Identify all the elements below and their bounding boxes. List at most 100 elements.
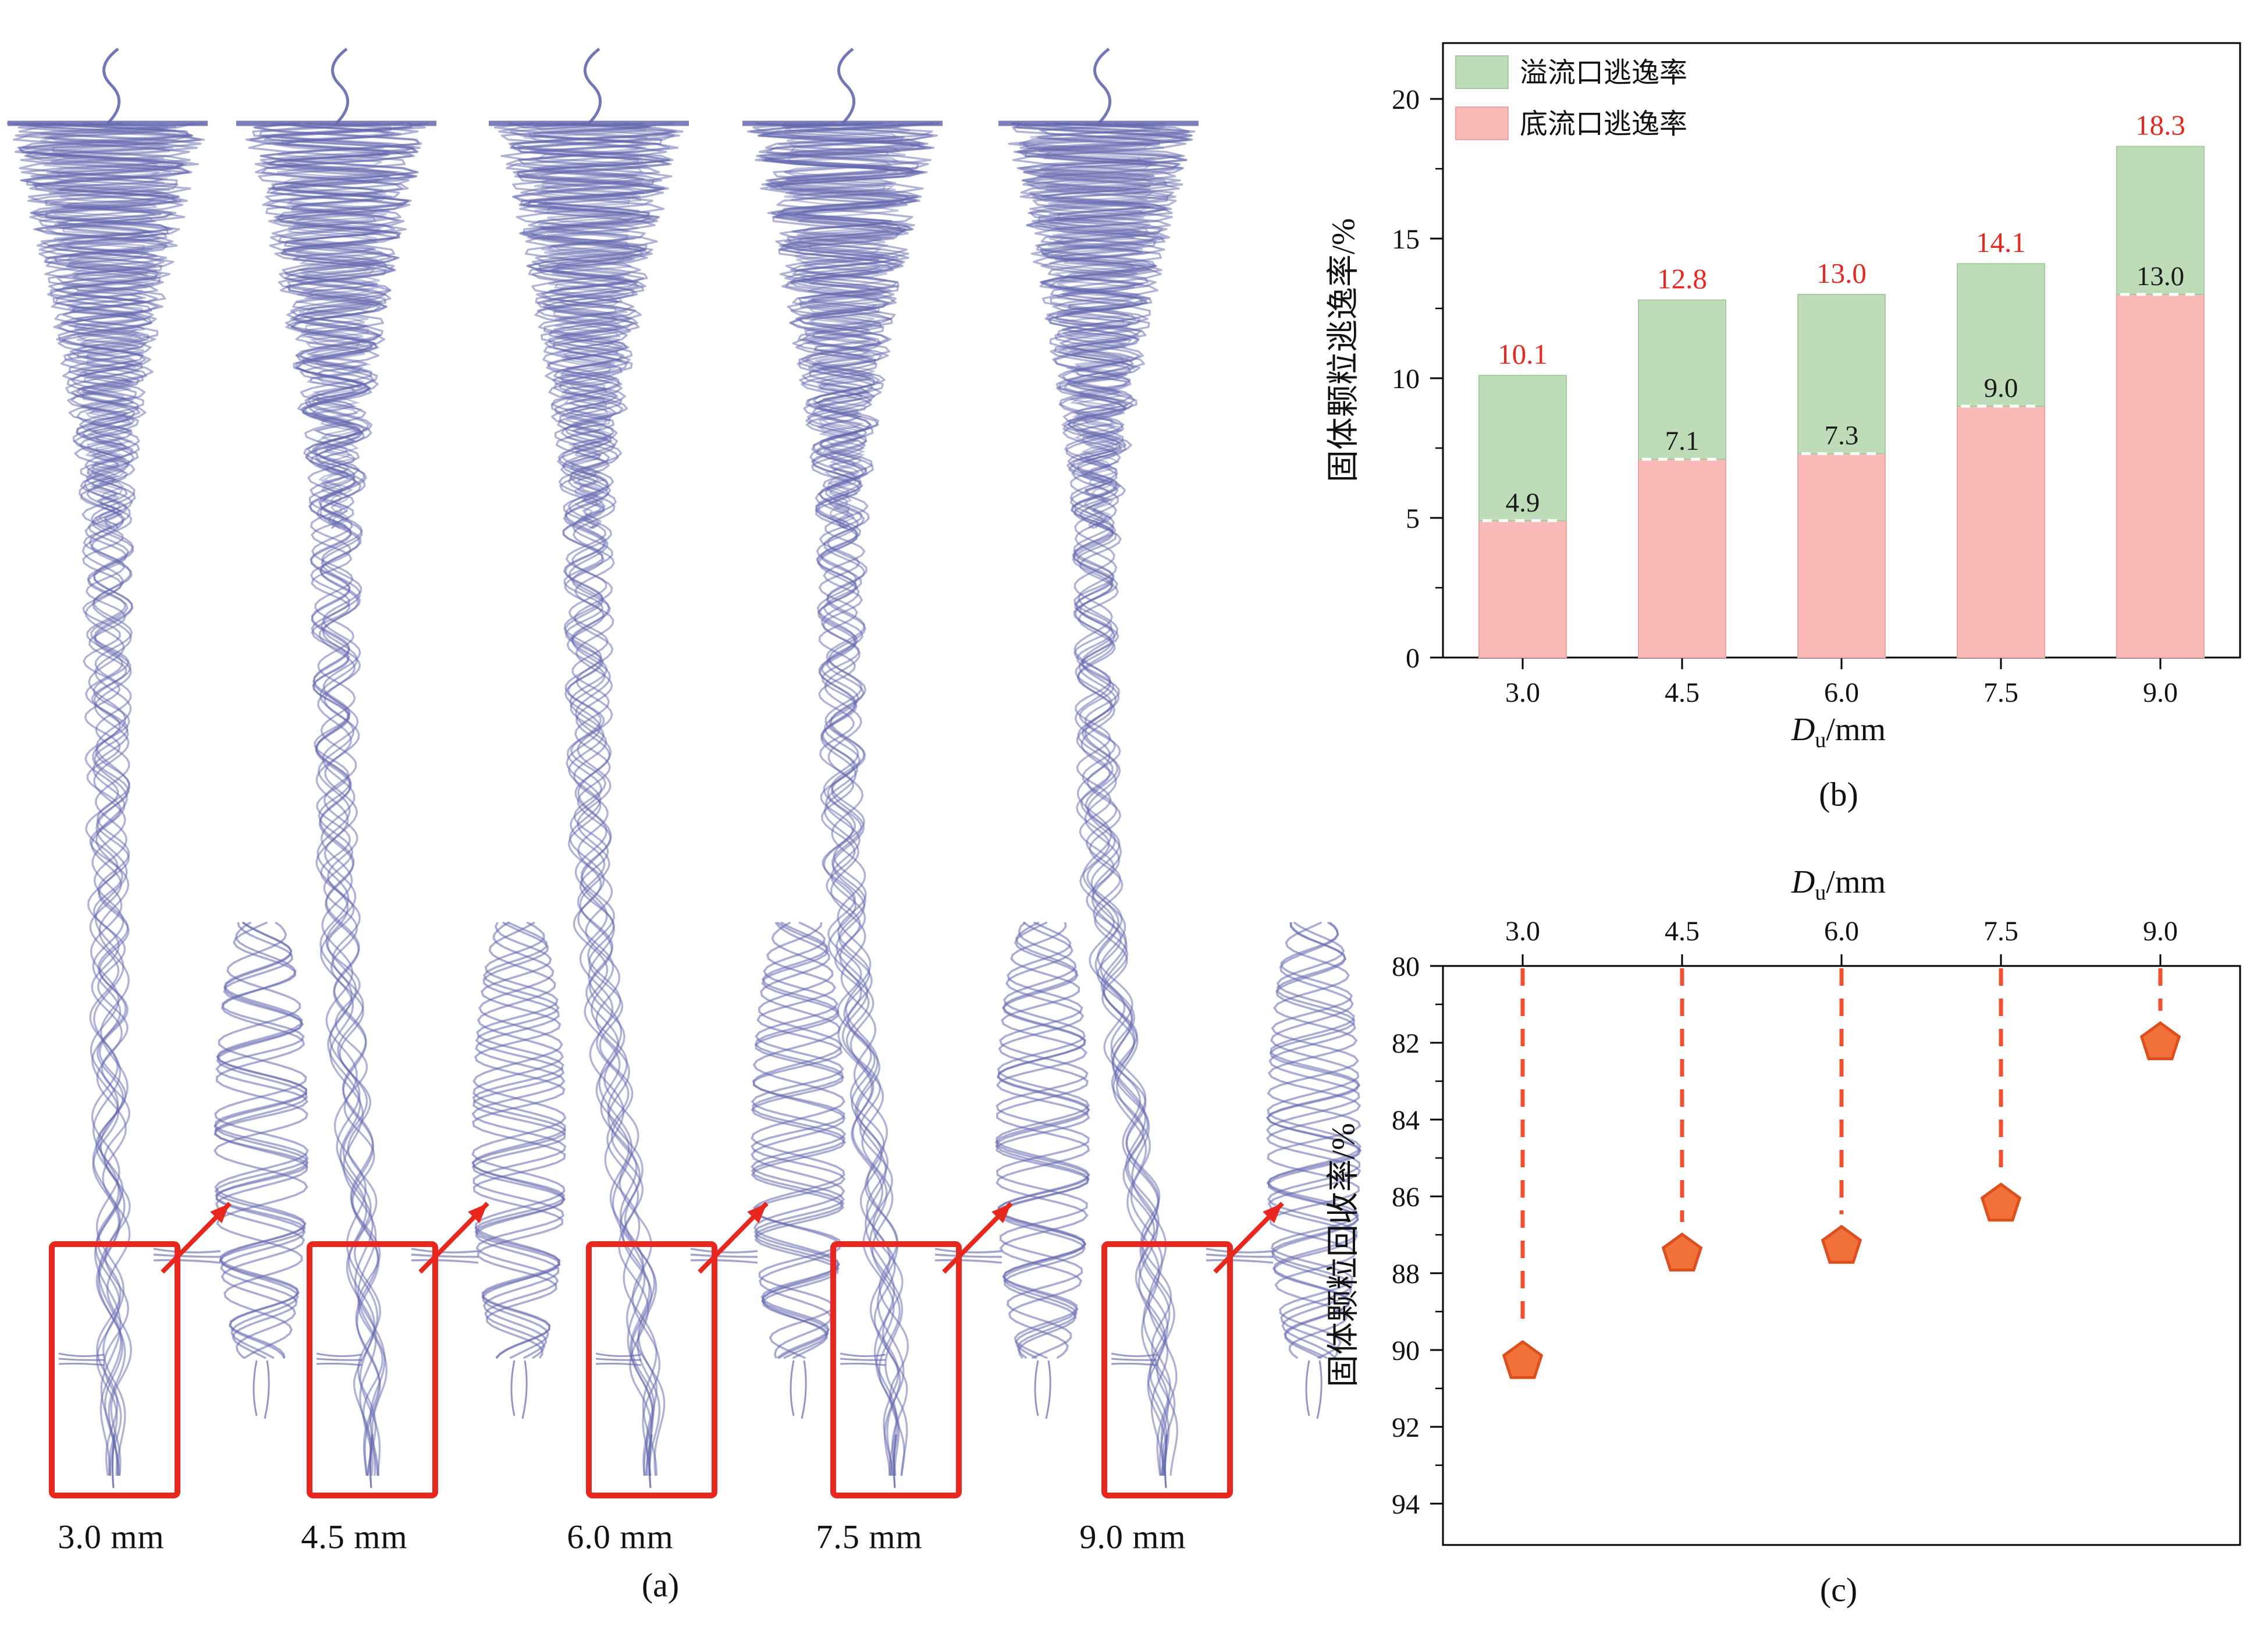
inset-tail — [1034, 1360, 1051, 1419]
side-branch — [840, 1352, 886, 1366]
legend-label: 底流口逃逸率 — [1520, 109, 1687, 140]
highlight-box — [1101, 1241, 1233, 1498]
x-tick-label: 6.0 — [1824, 677, 1859, 708]
trace-strand — [1011, 122, 1193, 1476]
bar-overflow — [1797, 294, 1886, 454]
bar-underflow — [1797, 453, 1886, 658]
tangle-strand — [783, 122, 906, 529]
diameter-label-3: 6.0 mm — [567, 1518, 674, 1556]
trace-strand — [14, 122, 201, 1476]
highlight-box — [586, 1241, 717, 1498]
x-tick-label: 9.0 — [2143, 916, 2178, 947]
y-tick-label: 88 — [1392, 1259, 1420, 1289]
total-value-label: 13.0 — [1816, 257, 1867, 289]
trajectory-group-4 — [742, 48, 1090, 1498]
tangle-strand — [41, 122, 176, 530]
trace-strand — [498, 122, 670, 1476]
x-tick-label: 3.0 — [1505, 916, 1540, 947]
trace-strand — [758, 122, 934, 1476]
panel-b-y-axis-title: 固体颗粒逃逸率/% — [1325, 218, 1362, 483]
trajectory-group-1 — [6, 48, 309, 1498]
y-tick-label: 82 — [1392, 1028, 1420, 1059]
trace-strand — [259, 122, 421, 1476]
tangle-strand — [1038, 122, 1165, 530]
inset-strand — [1266, 921, 1361, 1359]
tangle-strand — [782, 122, 904, 530]
inset-strand — [471, 921, 567, 1359]
tail-strand — [1164, 1434, 1168, 1489]
x-unit: /mm — [1826, 711, 1886, 748]
inset-tail — [253, 1360, 270, 1419]
x-tick-label: 7.5 — [1983, 916, 2018, 947]
x-unit: /mm — [1826, 864, 1886, 900]
trace-strand — [749, 122, 929, 1476]
trajectory-group-3 — [489, 48, 847, 1498]
tangle-strand — [44, 122, 177, 529]
zoom-arrow-head — [1263, 1203, 1282, 1224]
trace-strand — [19, 122, 193, 1476]
zoom-arrow-head — [210, 1203, 230, 1224]
tangle-strand — [523, 122, 650, 530]
bar-underflow — [2116, 294, 2205, 658]
side-branch — [595, 1352, 642, 1366]
y-tick-label: 86 — [1392, 1182, 1420, 1213]
legend-swatch — [1455, 55, 1509, 89]
inset-side-branch — [934, 1248, 1003, 1264]
tangle-strand — [277, 122, 392, 529]
tangle-strand — [40, 122, 170, 529]
inset-strand — [214, 921, 309, 1359]
bar-underflow — [1638, 459, 1726, 658]
tangle-strand — [1037, 122, 1160, 530]
side-branch — [316, 1352, 362, 1366]
total-value-label: 10.1 — [1498, 338, 1548, 370]
trace-strand — [1011, 122, 1193, 1476]
trace-strand — [249, 122, 422, 1476]
y-tick-label: 94 — [1392, 1489, 1420, 1520]
inset-side-branch — [690, 1248, 758, 1264]
trace-strand — [18, 122, 202, 1476]
x-tick-label: 3.0 — [1505, 677, 1540, 708]
d-subscript: u — [1815, 728, 1826, 753]
segment-value-label: 9.0 — [1984, 373, 2018, 403]
legend-label: 溢流口逃逸率 — [1520, 58, 1687, 88]
x-tick-label: 9.0 — [2143, 677, 2178, 708]
trace-strand — [252, 122, 415, 1476]
inset-strand — [996, 921, 1090, 1359]
tangle-strand — [278, 122, 401, 529]
inset-tail — [1305, 1360, 1323, 1419]
total-value-label: 18.3 — [2135, 109, 2185, 141]
trace-strand — [500, 122, 673, 1476]
highlight-box — [49, 1241, 180, 1498]
side-branch — [58, 1352, 105, 1366]
y-tick-label: 92 — [1392, 1412, 1420, 1443]
trace-strand — [1018, 122, 1189, 1476]
panel-a-label: (a) — [641, 1566, 680, 1604]
trace-strand — [1022, 122, 1196, 1476]
x-tick-label: 7.5 — [1983, 677, 2018, 708]
panel-b-bar-chart: 0 5 10 15 20 3.0 4.5 6.0 7.5 9.0 4.9 10.1 7.1 12.8 7.3… — [1392, 42, 2241, 708]
highlight-box — [307, 1241, 438, 1498]
segment-value-label: 13.0 — [2137, 261, 2184, 292]
highlight-box — [830, 1241, 962, 1498]
tangle-strand — [527, 122, 648, 530]
feed-strand — [584, 48, 602, 125]
segment-value-label: 7.1 — [1665, 426, 1700, 456]
diameter-label-1: 3.0 mm — [58, 1518, 165, 1556]
panel-c-y-axis-title: 固体颗粒回收率/% — [1325, 1122, 1362, 1388]
y-tick-label: 20 — [1392, 84, 1420, 115]
panel-c-label: (c) — [1819, 1571, 1858, 1609]
d-symbol: D — [1791, 711, 1815, 748]
tangle-strand — [41, 122, 174, 530]
feed-strand — [837, 48, 855, 125]
feed-strand — [102, 48, 120, 125]
inset-tail — [510, 1360, 528, 1419]
panel-a-trajectories — [6, 48, 1362, 1498]
inset-strand — [471, 921, 566, 1359]
tangle-strand — [1039, 122, 1167, 529]
panel-c-x-axis-title: Du/mm — [1791, 864, 1886, 905]
y-tick-label: 5 — [1406, 503, 1420, 534]
tail-strand — [111, 1434, 116, 1489]
y-tick-label: 10 — [1392, 364, 1420, 395]
x-tick-label: 4.5 — [1665, 916, 1700, 947]
